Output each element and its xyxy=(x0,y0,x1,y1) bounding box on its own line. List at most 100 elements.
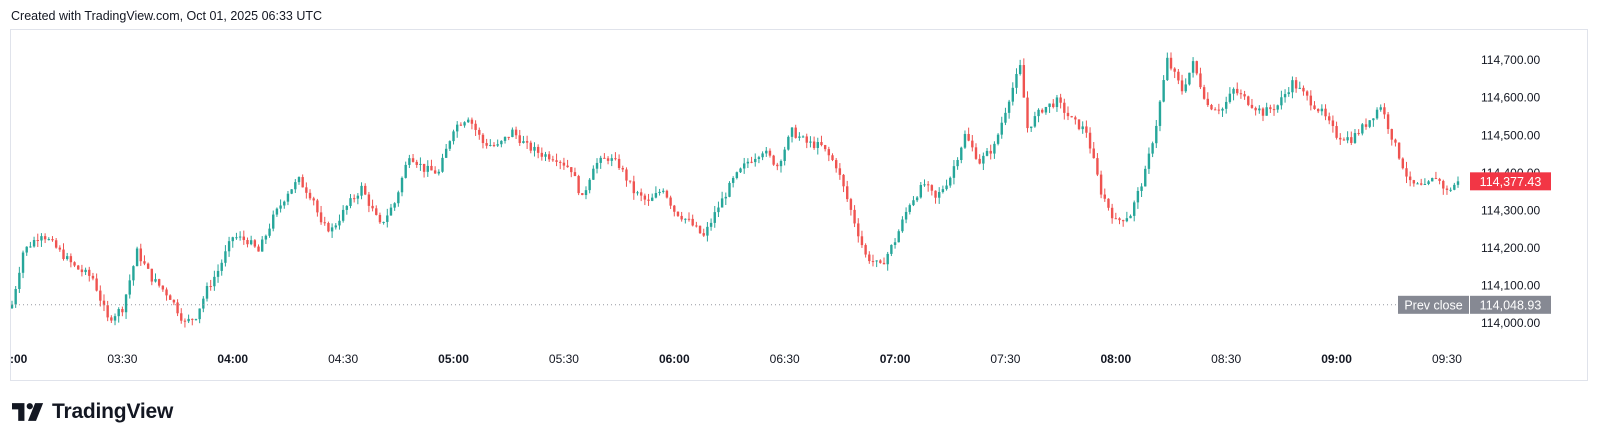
candle-body xyxy=(1041,109,1044,113)
candle-body xyxy=(879,260,882,263)
candle-body xyxy=(448,141,452,149)
candle-body xyxy=(334,225,337,228)
candle-body xyxy=(728,182,731,197)
candle-body xyxy=(154,279,157,282)
candle-body xyxy=(1320,108,1324,112)
candle-body xyxy=(1140,186,1143,191)
candle-body xyxy=(29,246,32,248)
candle-body xyxy=(242,236,246,241)
candle-body xyxy=(651,197,654,201)
candle-body xyxy=(437,171,441,174)
candle-body xyxy=(525,141,529,143)
tradingview-logo[interactable]: TradingView xyxy=(12,400,173,424)
candle-body xyxy=(1092,148,1095,159)
price-tick-label: 114,200.00 xyxy=(1481,241,1540,255)
candle-body xyxy=(971,140,974,148)
candle-body xyxy=(1125,218,1129,222)
candle-body xyxy=(319,212,323,223)
candle-body xyxy=(231,237,234,242)
candle-body xyxy=(1173,68,1176,72)
candle-body xyxy=(735,172,739,178)
candle-body xyxy=(739,168,742,173)
candle-body xyxy=(102,300,106,306)
candle-body xyxy=(65,256,69,260)
candle-body xyxy=(146,263,150,269)
candle-body xyxy=(588,179,591,191)
candle-body xyxy=(772,155,775,165)
candle-body xyxy=(1408,176,1412,181)
candle-body xyxy=(853,209,856,224)
candle-body xyxy=(474,123,477,130)
candle-body xyxy=(150,268,154,282)
candle-body xyxy=(1309,95,1313,106)
candle-body xyxy=(1081,126,1084,130)
candle-body xyxy=(1114,218,1118,220)
candle-body xyxy=(536,146,540,153)
candle-body xyxy=(51,239,54,241)
time-tick-label: 05:30 xyxy=(549,352,579,366)
candle-body xyxy=(1121,220,1125,222)
candle-body xyxy=(1180,80,1184,92)
candle-body xyxy=(467,119,470,123)
time-tick-label: 08:30 xyxy=(1211,352,1241,366)
candle-body xyxy=(1052,103,1055,108)
candle-body xyxy=(393,203,396,208)
candle-body xyxy=(522,141,525,144)
candle-body xyxy=(599,157,602,163)
candle-body xyxy=(249,240,253,245)
candle-body xyxy=(1210,104,1213,110)
candle-body xyxy=(698,225,702,234)
candle-body xyxy=(901,219,904,232)
candle-body xyxy=(1372,118,1375,121)
candle-body xyxy=(1202,87,1206,99)
candle-body xyxy=(949,177,952,186)
candle-body xyxy=(367,194,371,206)
candle-body xyxy=(511,129,514,138)
candle-body xyxy=(40,236,43,241)
candle-body xyxy=(731,177,735,183)
candle-body xyxy=(996,134,1000,144)
candle-body xyxy=(213,276,216,287)
candle-body xyxy=(1456,181,1460,185)
candle-body xyxy=(654,193,658,198)
candle-body xyxy=(176,302,179,314)
candle-body xyxy=(559,161,562,163)
candle-body xyxy=(69,256,73,263)
candle-body xyxy=(1228,93,1232,102)
candle-body xyxy=(1074,117,1077,120)
candle-body xyxy=(691,218,694,226)
candle-body xyxy=(831,155,834,161)
time-tick-label: 08:00 xyxy=(1100,352,1131,366)
candle-body xyxy=(481,134,485,144)
candle-body xyxy=(967,133,970,141)
candle-body xyxy=(625,169,628,181)
prev-close-label: Prev close xyxy=(1404,298,1462,312)
time-axis: 03:00 03:30 04:00 04:30 05:00 05:30 06:00 06:30… xyxy=(11,352,1462,366)
candle-body xyxy=(1258,108,1261,111)
candle-body xyxy=(180,313,183,321)
candle-body xyxy=(132,266,135,281)
candle-body xyxy=(1195,61,1198,74)
candle-body xyxy=(882,262,886,265)
candle-body xyxy=(478,129,481,135)
candle-body xyxy=(1272,109,1276,111)
chart-area[interactable]: 114,000.00 114,100.00 114,200.00 114,300.00… xyxy=(10,29,1588,381)
candle-body xyxy=(470,119,474,124)
candle-body xyxy=(695,225,698,227)
candle-body xyxy=(669,197,672,206)
candle-body xyxy=(750,161,753,163)
candle-body xyxy=(790,127,794,137)
candle-body xyxy=(463,122,466,126)
candle-body xyxy=(742,163,746,169)
candle-body xyxy=(923,184,926,186)
candle-body xyxy=(1305,91,1309,96)
candle-body xyxy=(1063,102,1066,113)
candle-body xyxy=(643,195,647,200)
candle-body xyxy=(1361,124,1364,134)
price-tick-label: 114,300.00 xyxy=(1481,203,1540,217)
candle-body xyxy=(768,150,772,156)
candle-body xyxy=(1280,97,1283,106)
candle-body xyxy=(673,205,676,212)
candle-body xyxy=(1055,97,1059,108)
candlestick-chart[interactable]: 114,000.00 114,100.00 114,200.00 114,300.00… xyxy=(11,30,1587,380)
